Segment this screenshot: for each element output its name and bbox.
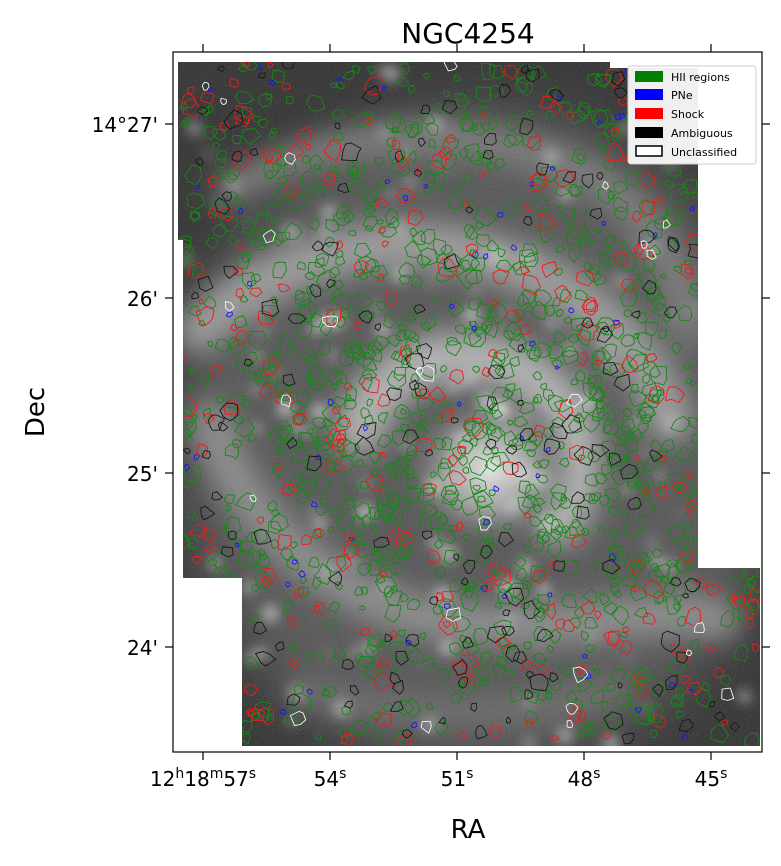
dec-tick-label-3: 24' xyxy=(127,636,158,660)
dec-tick-label-2: 25' xyxy=(127,462,158,486)
legend-item-hii: HII regions xyxy=(635,71,730,84)
legend-swatch-hii xyxy=(635,71,663,82)
ra-tick-label-2: 51s xyxy=(441,766,474,791)
legend-item-pne: PNe xyxy=(635,89,693,102)
legend-label-unclassified: Unclassified xyxy=(671,146,737,159)
legend-label-ambiguous: Ambiguous xyxy=(671,127,733,140)
legend-label-hii: HII regions xyxy=(671,71,730,84)
legend-swatch-ambiguous xyxy=(635,127,663,138)
legend-label-pne: PNe xyxy=(671,89,693,102)
legend: HII regions PNe Shock Ambiguous Unclassi… xyxy=(627,65,757,165)
x-axis-label: RA xyxy=(451,815,486,845)
legend-label-shock: Shock xyxy=(671,108,705,121)
ra-tick-label-4: 45s xyxy=(695,766,728,791)
dec-tick-label-1: 26' xyxy=(127,287,158,311)
legend-swatch-shock xyxy=(635,108,663,119)
galaxy-image xyxy=(178,62,760,746)
legend-item-ambiguous: Ambiguous xyxy=(635,127,733,140)
ra-tick-label-3: 48s xyxy=(568,766,601,791)
axes-frame xyxy=(172,51,763,753)
legend-item-unclassified: Unclassified xyxy=(635,145,737,159)
figure-title: NGC4254 xyxy=(401,17,534,50)
legend-swatch-unclassified xyxy=(635,145,663,157)
ra-tick-label-0: 12h18m57s xyxy=(150,766,256,791)
dec-tick-label-0: 14°27' xyxy=(92,113,158,137)
legend-swatch-pne xyxy=(635,89,663,100)
legend-item-shock: Shock xyxy=(635,108,705,121)
y-axis-label: Dec xyxy=(21,387,51,437)
ra-tick-label-1: 54s xyxy=(314,766,347,791)
